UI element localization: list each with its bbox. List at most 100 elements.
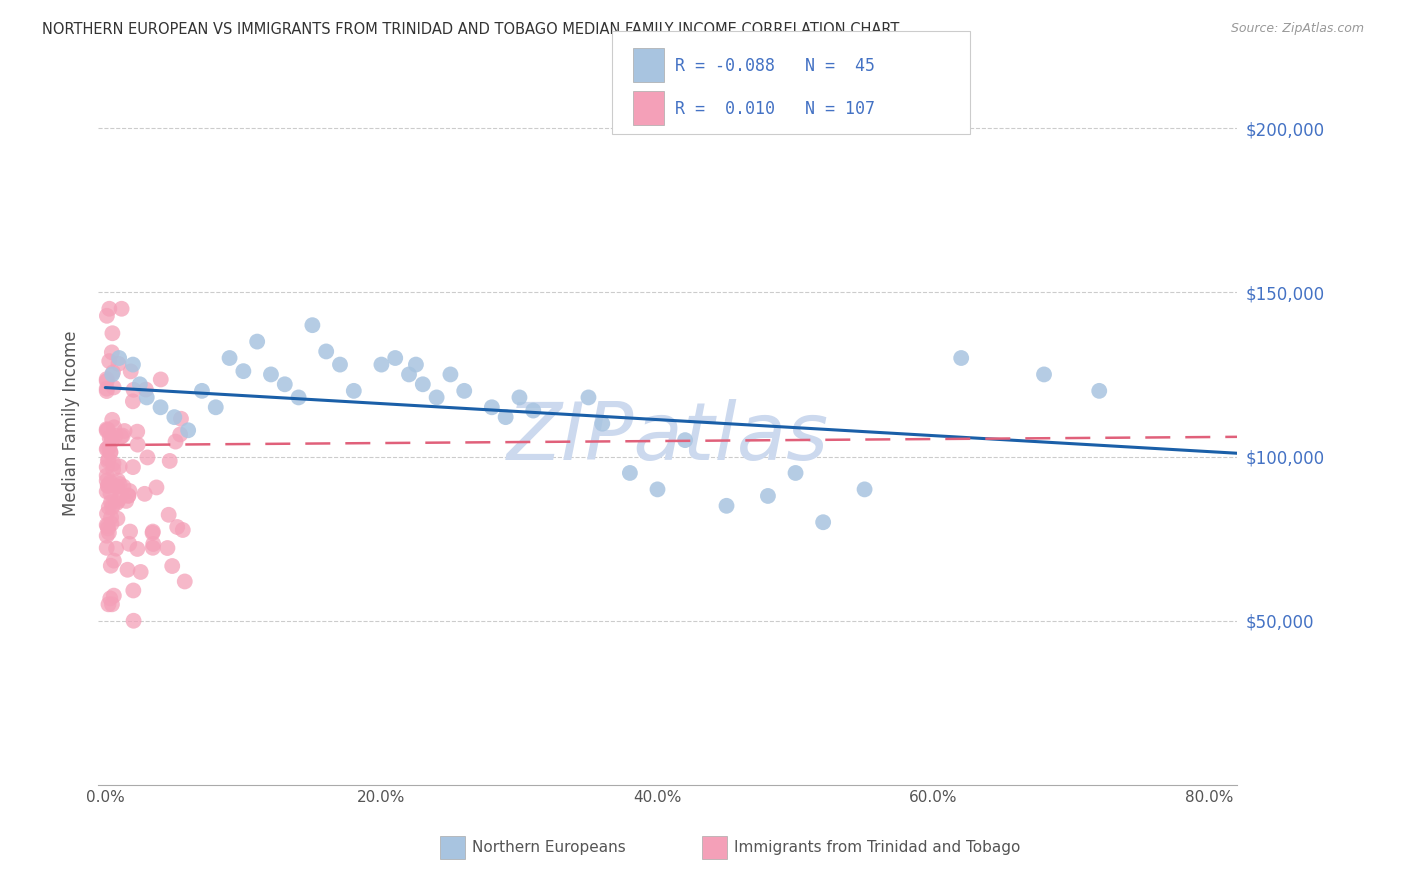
Point — [107, 474, 129, 488]
Point — [246, 334, 269, 349]
Point — [522, 403, 544, 417]
Point — [329, 358, 352, 372]
Point — [453, 384, 475, 398]
Text: ZIPatlas: ZIPatlas — [506, 399, 830, 477]
Point — [98, 301, 121, 316]
Point — [107, 511, 129, 525]
Point — [96, 442, 118, 457]
Text: Northern Europeans: Northern Europeans — [472, 839, 626, 855]
Point — [100, 430, 122, 444]
Point — [370, 358, 392, 372]
Point — [149, 372, 172, 386]
Point — [117, 563, 139, 577]
Point — [204, 401, 226, 415]
Point — [105, 479, 128, 493]
Point — [108, 477, 131, 491]
Point — [101, 413, 124, 427]
Point — [673, 433, 696, 447]
Point — [96, 484, 118, 499]
Point — [100, 495, 122, 509]
Point — [145, 480, 167, 494]
Point — [97, 525, 120, 540]
Point — [97, 452, 120, 467]
Point — [105, 496, 128, 510]
Point — [301, 318, 323, 333]
Point — [122, 460, 145, 475]
Point — [134, 487, 156, 501]
Point — [160, 559, 183, 574]
Point — [173, 574, 195, 589]
Point — [96, 468, 118, 483]
Point — [107, 357, 129, 371]
Point — [412, 377, 434, 392]
Point — [122, 383, 145, 397]
Point — [103, 380, 125, 394]
Point — [508, 391, 530, 405]
Point — [101, 365, 124, 379]
Point — [141, 525, 163, 540]
Point — [118, 537, 141, 551]
Point — [398, 368, 420, 382]
Point — [96, 529, 118, 543]
Point — [105, 541, 128, 556]
Point — [112, 480, 135, 494]
Point — [103, 462, 125, 476]
Point — [104, 428, 127, 442]
Point — [96, 541, 118, 555]
Point — [101, 368, 124, 382]
Point — [128, 377, 150, 392]
Point — [170, 411, 193, 425]
Point — [163, 410, 186, 425]
Point — [122, 394, 145, 409]
Point — [142, 524, 165, 539]
Point — [142, 537, 165, 551]
Point — [98, 591, 121, 606]
Y-axis label: Median Family Income: Median Family Income — [62, 331, 80, 516]
Point — [110, 430, 132, 444]
Point — [191, 384, 214, 398]
Point — [96, 518, 118, 533]
Point — [96, 442, 118, 456]
Point — [177, 423, 200, 437]
Point — [439, 368, 461, 382]
Point — [100, 558, 122, 573]
Point — [108, 351, 131, 365]
Point — [135, 391, 157, 405]
Point — [647, 483, 669, 497]
Point — [103, 589, 125, 603]
Point — [127, 437, 149, 451]
Point — [120, 524, 142, 539]
Point — [96, 459, 118, 474]
Point — [343, 384, 366, 398]
Point — [103, 553, 125, 567]
Point — [97, 598, 120, 612]
Point — [97, 479, 120, 493]
Text: NORTHERN EUROPEAN VS IMMIGRANTS FROM TRINIDAD AND TOBAGO MEDIAN FAMILY INCOME CO: NORTHERN EUROPEAN VS IMMIGRANTS FROM TRI… — [42, 22, 900, 37]
Point — [156, 541, 179, 555]
Point — [100, 516, 122, 531]
Point — [101, 326, 124, 341]
Text: Immigrants from Trinidad and Tobago: Immigrants from Trinidad and Tobago — [734, 839, 1021, 855]
Point — [172, 523, 194, 537]
Point — [591, 417, 613, 431]
Text: R =  0.010   N = 107: R = 0.010 N = 107 — [675, 100, 875, 118]
Point — [785, 466, 807, 480]
Point — [96, 422, 118, 436]
Point — [287, 391, 309, 405]
Point — [97, 454, 120, 468]
Point — [166, 520, 188, 534]
Point — [811, 515, 834, 529]
Point — [149, 401, 172, 415]
Point — [96, 507, 118, 521]
Point — [100, 486, 122, 500]
Point — [405, 358, 427, 372]
Point — [105, 479, 128, 493]
Point — [122, 614, 145, 628]
Point — [716, 499, 738, 513]
Bar — [440, 836, 465, 859]
Point — [426, 391, 449, 405]
Point — [122, 358, 145, 372]
Point — [384, 351, 406, 365]
Point — [260, 368, 283, 382]
Point — [96, 424, 118, 438]
